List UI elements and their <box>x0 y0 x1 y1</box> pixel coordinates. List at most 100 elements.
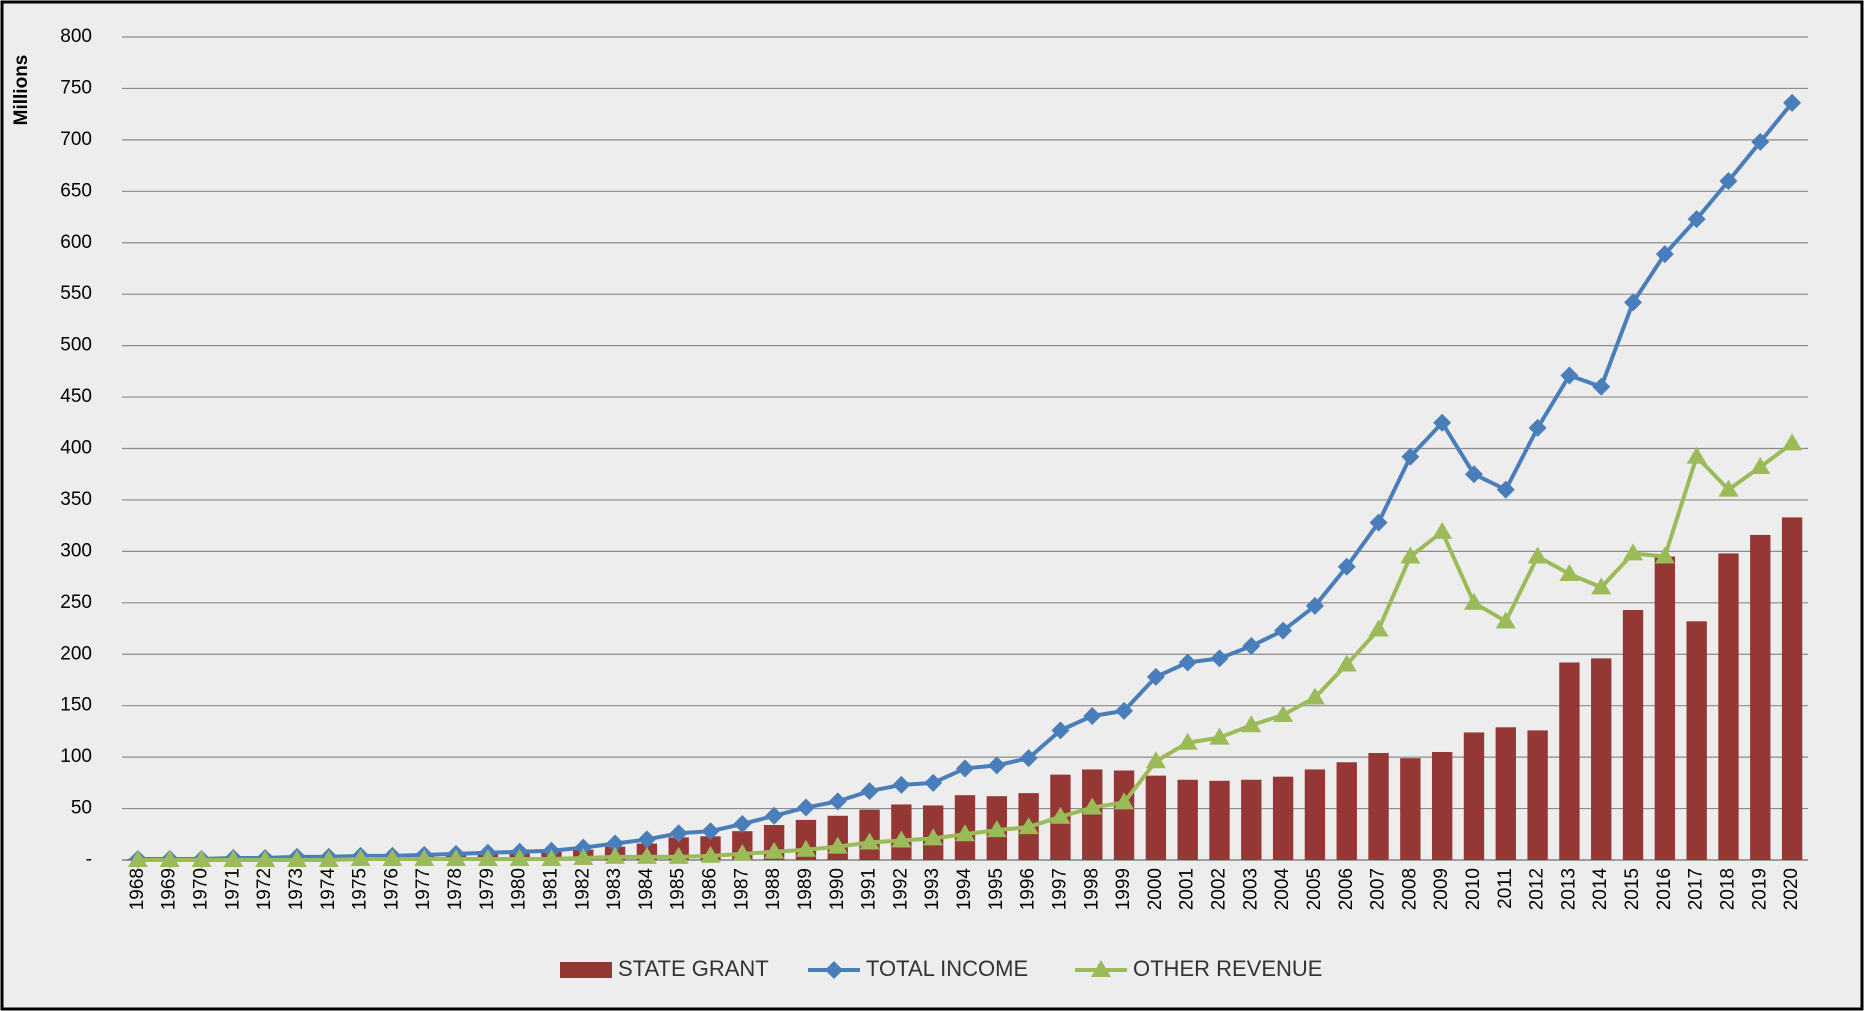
point <box>574 838 593 857</box>
point <box>1495 611 1516 629</box>
x-tick-label: 2005 <box>1304 868 1325 910</box>
point <box>859 832 880 850</box>
x-tick-label: 1975 <box>350 868 371 910</box>
y-tick-label: 650 <box>60 180 92 201</box>
legend-marker <box>1091 960 1111 977</box>
point <box>795 839 816 857</box>
bar <box>1177 779 1198 860</box>
y-tick-label: - <box>86 849 92 870</box>
bar <box>1368 753 1389 860</box>
point <box>1210 649 1229 668</box>
x-tick-label: 2006 <box>1336 868 1357 910</box>
x-tick-label: 1976 <box>381 868 402 910</box>
bar <box>1113 770 1135 860</box>
bar <box>1145 775 1167 860</box>
point <box>1496 480 1515 499</box>
x-tick-label: 1982 <box>572 868 593 910</box>
x-tick-label: 2004 <box>1272 868 1293 911</box>
point <box>1114 792 1135 810</box>
x-tick-label: 1977 <box>413 868 434 910</box>
legend-marker <box>825 961 843 979</box>
point <box>636 846 657 864</box>
x-tick-label: 1998 <box>1081 868 1102 910</box>
point <box>382 848 403 866</box>
y-tick-label: 250 <box>60 592 92 613</box>
point <box>701 822 720 841</box>
point <box>1241 715 1262 733</box>
legend-label: OTHER REVENUE <box>1133 956 1322 981</box>
x-tick-label: 2016 <box>1654 868 1675 910</box>
point <box>1686 446 1707 464</box>
point <box>1242 637 1261 656</box>
point <box>700 845 721 863</box>
point <box>1051 721 1070 740</box>
point <box>255 850 276 867</box>
y-tick-label: 800 <box>60 26 92 47</box>
y-tick-label: 350 <box>60 489 92 510</box>
bar <box>1781 517 1803 860</box>
x-tick-label: 1996 <box>1018 868 1039 910</box>
point <box>1336 654 1357 672</box>
bar <box>1272 776 1294 860</box>
point <box>1432 521 1453 539</box>
point <box>956 759 974 778</box>
y-tick-label: 450 <box>60 386 92 407</box>
point <box>1177 732 1198 750</box>
point <box>1209 727 1230 745</box>
x-tick-label: 1979 <box>477 868 498 910</box>
x-tick-label: 1984 <box>636 868 657 911</box>
point <box>668 846 689 864</box>
point <box>1304 687 1325 705</box>
x-tick-label: 2013 <box>1558 868 1579 910</box>
point <box>1305 596 1324 615</box>
point <box>1591 577 1612 595</box>
bar <box>1400 758 1421 860</box>
point <box>1146 667 1165 686</box>
x-tick-label: 1999 <box>1113 868 1134 910</box>
point <box>286 850 307 867</box>
point <box>733 814 752 833</box>
x-tick-label: 1972 <box>254 868 275 910</box>
point <box>1654 546 1675 564</box>
x-tick-label: 2009 <box>1431 868 1452 910</box>
x-tick-label: 1991 <box>859 868 880 910</box>
x-tick-label: 2002 <box>1209 868 1230 910</box>
point <box>191 850 212 867</box>
point <box>892 775 911 794</box>
point <box>1687 210 1706 229</box>
point <box>1655 245 1674 264</box>
point <box>1274 621 1293 640</box>
legend-swatch <box>560 962 612 978</box>
x-tick-label: 1970 <box>191 868 212 910</box>
point <box>1750 457 1771 475</box>
point <box>891 830 912 848</box>
x-tick-label: 1968 <box>127 868 148 910</box>
bar <box>1304 769 1326 860</box>
x-tick-label: 1987 <box>731 868 752 910</box>
x-tick-label: 2012 <box>1527 868 1548 910</box>
point <box>1401 447 1420 466</box>
x-tick-label: 2001 <box>1177 868 1198 910</box>
x-tick-label: 1981 <box>540 868 561 910</box>
y-tick-label: 300 <box>60 540 92 561</box>
point <box>1369 513 1388 532</box>
legend-label: TOTAL INCOME <box>866 956 1028 981</box>
point <box>764 841 785 859</box>
x-tick-label: 1990 <box>827 868 848 910</box>
bar <box>1082 769 1103 860</box>
x-tick-label: 2015 <box>1622 868 1643 910</box>
y-tick-label: 400 <box>60 438 92 459</box>
point <box>606 834 625 853</box>
x-tick-label: 1978 <box>445 868 466 910</box>
x-tick-label: 1983 <box>604 868 625 910</box>
point <box>1559 564 1580 582</box>
x-tick-label: 2000 <box>1145 868 1166 910</box>
bar <box>1622 610 1644 860</box>
x-tick-label: 2007 <box>1368 868 1389 910</box>
point <box>1400 546 1421 564</box>
point <box>765 806 784 825</box>
point <box>1115 701 1134 720</box>
point <box>860 782 879 801</box>
y-tick-label: 550 <box>60 283 92 304</box>
